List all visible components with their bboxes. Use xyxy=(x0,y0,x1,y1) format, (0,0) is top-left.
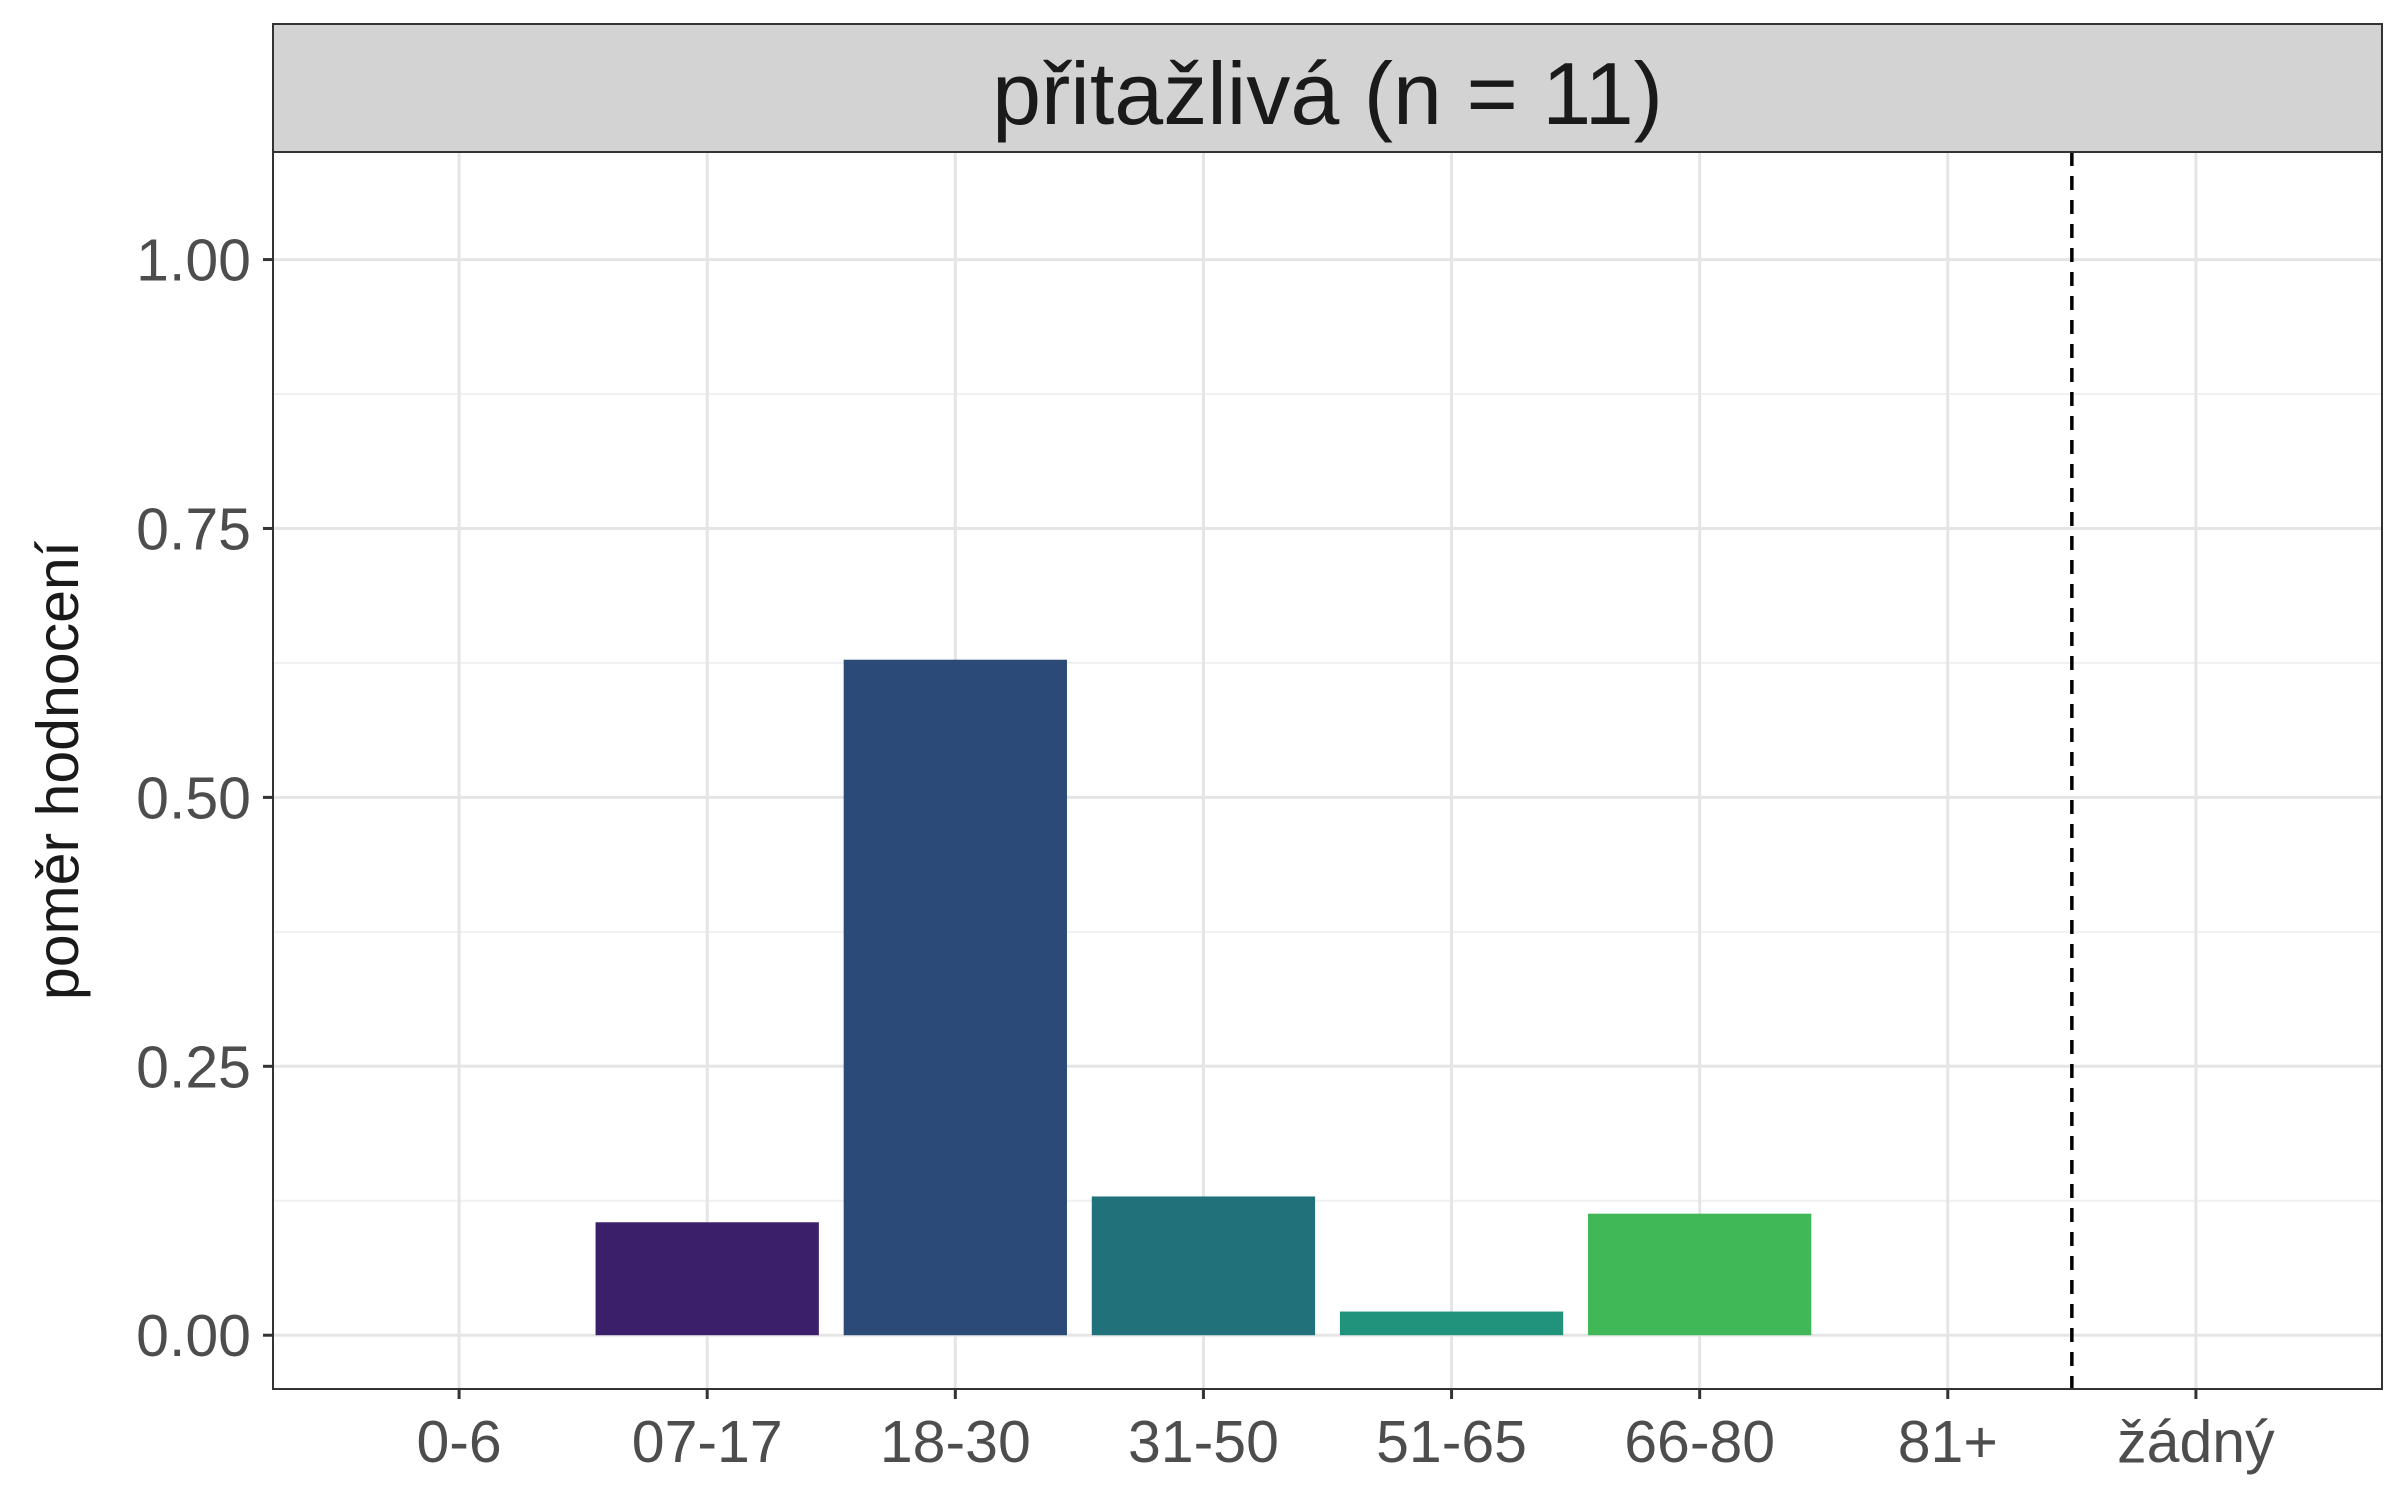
bar-07-17 xyxy=(595,1222,819,1336)
grid-lines xyxy=(273,152,2382,1389)
y-tick-label: 0.00 xyxy=(136,1303,251,1369)
y-axis-title: poměr hodnocení xyxy=(25,540,91,1000)
bar-31-50 xyxy=(1091,1196,1316,1336)
facet-strip xyxy=(272,23,2383,153)
panel-border xyxy=(272,151,2383,1390)
x-tick-label: 81+ xyxy=(1898,1409,1998,1475)
facet-title: přitažlivá (n = 11) xyxy=(992,44,1663,143)
x-tick-label: 51-65 xyxy=(1376,1409,1527,1475)
x-tick-label: 31-50 xyxy=(1128,1409,1279,1475)
bar-51-65 xyxy=(1339,1311,1564,1336)
x-tick-label: 66-80 xyxy=(1624,1409,1775,1475)
x-tick-label: 18-30 xyxy=(880,1409,1031,1475)
y-axis: 0.00 0.25 0.50 0.75 1.00 xyxy=(136,228,273,1369)
x-tick-label: 0-6 xyxy=(416,1409,501,1475)
y-tick-label: 0.50 xyxy=(136,765,251,831)
y-tick-label: 0.25 xyxy=(136,1034,251,1100)
bar-18-30 xyxy=(843,659,1067,1336)
y-tick-label: 1.00 xyxy=(136,228,251,294)
x-axis: 0-6 07-17 18-30 31-50 51-65 66-80 81+ žádný xyxy=(416,1389,2275,1475)
bar-66-80 xyxy=(1588,1213,1812,1336)
y-tick-label: 0.75 xyxy=(136,496,251,562)
x-tick-label: žádný xyxy=(2117,1409,2275,1475)
x-tick-label: 07-17 xyxy=(632,1409,783,1475)
bars xyxy=(595,659,1812,1336)
